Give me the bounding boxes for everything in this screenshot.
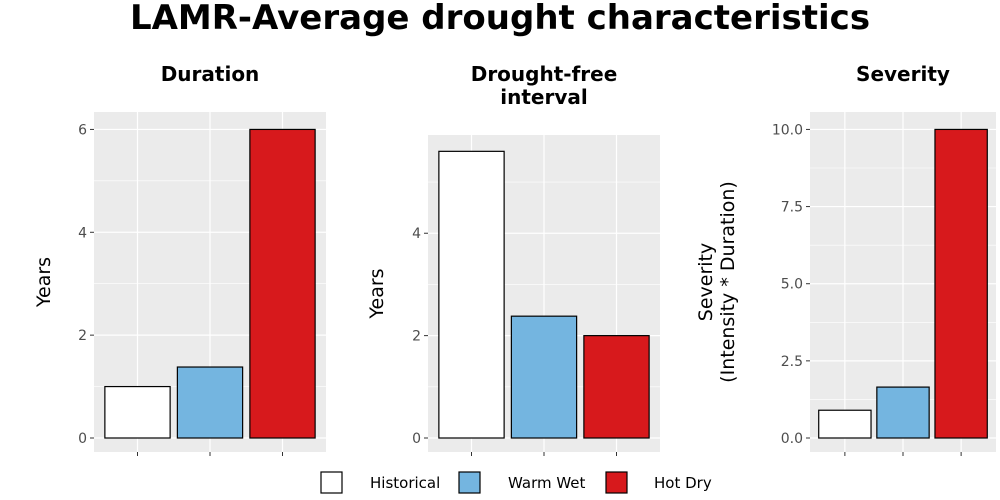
y-tick-label: 5.0 [781, 277, 803, 293]
panel-2: 0 2 4 Drought-free interval Years [366, 62, 660, 456]
y-tick-label: 2.5 [781, 354, 803, 370]
legend: Historical Warm Wet Hot Dry [320, 471, 712, 494]
bar-hot-dry [934, 128, 988, 439]
bar-historical [438, 150, 505, 439]
legend-swatch [458, 471, 481, 494]
y-tick-label: 0 [78, 431, 87, 447]
y-tick-label: 4 [412, 226, 421, 242]
panel-title: Severity [856, 62, 950, 86]
y-axis-label: Years [33, 257, 55, 308]
legend-item: Warm Wet [458, 471, 586, 494]
bar-hot-dry [249, 128, 316, 439]
legend-swatch [605, 471, 628, 494]
y-axis-label: Years [366, 268, 388, 319]
y-tick-label: 4 [78, 225, 87, 241]
panel-3: 0.0 2.5 5.0 7.5 10.0 Severity Severity(Intensi… [695, 62, 996, 456]
legend-swatch [320, 471, 343, 494]
y-tick-label: 10.0 [772, 122, 803, 138]
panel-1: 0 2 4 6 Duration Years [33, 62, 326, 456]
bar-warm-wet [876, 386, 930, 439]
y-tick-label: 0 [412, 431, 421, 447]
legend-item: Hot Dry [605, 471, 712, 494]
y-tick-label: 7.5 [781, 200, 803, 216]
legend-item: Historical [320, 471, 440, 494]
y-tick-label: 2 [78, 328, 87, 344]
y-tick-label: 2 [412, 329, 421, 345]
y-axis-label: Severity(Intensity * Duration) [695, 181, 739, 383]
panels: 0 2 4 6 Duration Years 0 2 4 Drought-free interval… [33, 62, 996, 456]
y-tick-label: 0.0 [781, 431, 803, 447]
legend-label: Hot Dry [654, 474, 712, 492]
bar-historical [104, 385, 171, 439]
legend-label: Historical [370, 474, 440, 492]
y-tick-label: 6 [78, 122, 87, 138]
bar-warm-wet [176, 366, 244, 439]
bar-hot-dry [583, 335, 650, 439]
panel-title: Drought-free interval [471, 62, 618, 109]
bar-historical [818, 409, 872, 439]
panel-title: Duration [161, 62, 260, 86]
figure-title: LAMR-Average drought characteristics [130, 0, 870, 38]
legend-label: Warm Wet [508, 474, 586, 492]
bar-warm-wet [510, 315, 578, 439]
